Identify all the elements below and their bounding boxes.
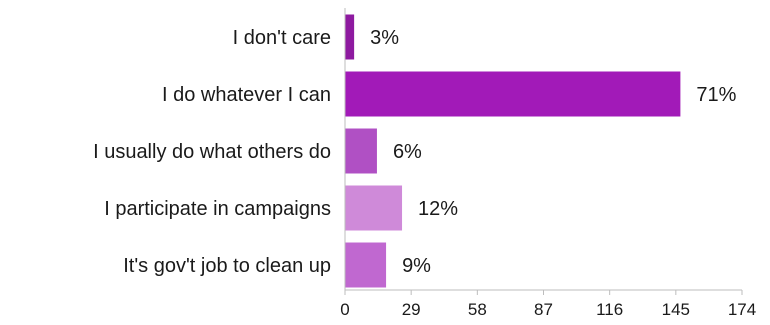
bar (345, 14, 355, 60)
bar (345, 242, 387, 288)
data-label: 9% (402, 255, 431, 277)
category-label: I usually do what others do (93, 141, 331, 163)
category-label: I don't care (233, 27, 331, 49)
data-labels: 3% 71% 6% 12% 9% (370, 27, 737, 277)
data-label: 12% (418, 198, 458, 220)
data-label: 71% (696, 84, 736, 106)
x-tick-label: 58 (468, 300, 487, 319)
x-tick-label: 29 (402, 300, 421, 319)
data-label: 3% (370, 27, 399, 49)
category-label: I do whatever I can (162, 84, 331, 106)
bars-group (345, 14, 681, 288)
data-label: 6% (393, 141, 422, 163)
category-labels: I don't care I do whatever I can I usually… (93, 27, 331, 277)
category-label: It's gov't job to clean up (123, 255, 331, 277)
x-tick-label: 145 (662, 300, 690, 319)
x-tick-label: 174 (728, 300, 756, 319)
bar (345, 185, 403, 231)
x-tick-label: 87 (534, 300, 553, 319)
x-tick-label: 0 (340, 300, 349, 319)
category-label: I participate in campaigns (104, 198, 331, 220)
x-tick-label: 116 (596, 300, 623, 319)
bar (345, 128, 377, 174)
bar (345, 71, 681, 117)
x-axis: 0 29 58 87 116 145 174 (340, 8, 756, 319)
